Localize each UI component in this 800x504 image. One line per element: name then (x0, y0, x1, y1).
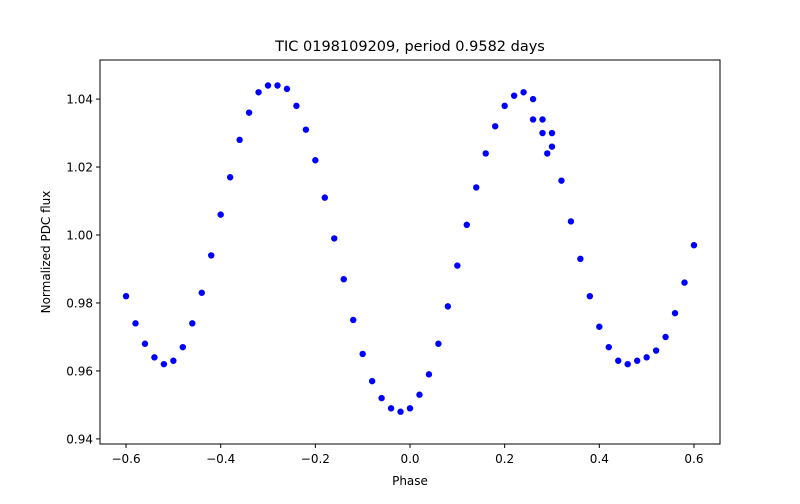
y-axis-label: Normalized PDC flux (39, 191, 53, 314)
data-point (416, 391, 423, 398)
data-point (151, 354, 158, 361)
data-point (283, 85, 291, 93)
x-tick-label: 0.2 (495, 452, 514, 466)
data-point (312, 157, 319, 164)
data-point (586, 292, 594, 300)
data-point (160, 360, 168, 368)
data-point (170, 357, 177, 364)
data-point (350, 316, 357, 324)
data-point (652, 347, 660, 354)
data-point (520, 89, 527, 96)
data-point (539, 116, 546, 123)
data-point (681, 279, 688, 286)
y-axis-ticks: 0.94 0.96 0.98 1.00 1.02 1.04 (66, 93, 100, 446)
data-point (596, 323, 603, 330)
data-point (226, 174, 234, 181)
x-tick-label: 0.4 (590, 452, 609, 466)
data-point (662, 333, 669, 341)
data-point (274, 82, 281, 89)
data-point (208, 252, 215, 259)
data-point (501, 102, 508, 110)
data-point (544, 150, 551, 157)
chart-title: TIC 0198109209, period 0.9582 days (274, 39, 545, 55)
data-point (217, 211, 224, 218)
data-point (331, 235, 338, 242)
y-tick-label: 0.98 (66, 296, 93, 310)
data-point (605, 343, 612, 351)
data-point (378, 394, 385, 402)
data-point (245, 109, 253, 116)
data-point (340, 275, 347, 283)
data-point (643, 354, 650, 361)
data-point (615, 357, 622, 364)
data-point (387, 405, 395, 412)
data-point (529, 95, 537, 103)
data-point (132, 320, 139, 327)
data-point (435, 340, 442, 347)
data-point (141, 340, 149, 347)
data-point (406, 405, 414, 412)
data-point (463, 221, 470, 229)
data-point (491, 123, 499, 130)
data-point (425, 371, 433, 378)
plot-frame (99, 59, 721, 445)
data-point (179, 343, 187, 351)
data-point (236, 136, 243, 144)
x-tick-label: −0.2 (301, 452, 330, 466)
y-tick-label: 1.04 (66, 93, 93, 107)
data-point (529, 116, 537, 123)
data-point (359, 350, 366, 358)
data-point (293, 102, 300, 110)
data-point (189, 320, 196, 327)
x-tick-label: 0.0 (400, 452, 419, 466)
data-point (321, 194, 329, 201)
data-point (624, 360, 631, 368)
data-point (454, 262, 461, 269)
data-point (633, 357, 641, 364)
y-tick-label: 1.02 (66, 161, 93, 175)
data-point (690, 242, 698, 249)
data-point (122, 292, 130, 300)
y-tick-label: 0.96 (66, 364, 93, 378)
data-point (567, 218, 575, 225)
data-point (302, 126, 310, 133)
data-point (444, 303, 452, 310)
data-point (577, 255, 584, 262)
data-point (397, 408, 404, 415)
data-point (264, 82, 272, 89)
data-point (671, 309, 679, 317)
data-point (548, 129, 556, 137)
x-tick-label: −0.4 (206, 452, 235, 466)
data-point (255, 89, 262, 96)
x-axis-ticks: −0.6 −0.4 −0.2 0.0 0.2 0.4 0.6 (111, 444, 704, 466)
data-point (510, 92, 518, 99)
data-point (198, 289, 205, 296)
x-tick-label: −0.6 (111, 452, 140, 466)
data-point (548, 143, 556, 150)
data-points (122, 82, 698, 415)
x-tick-label: 0.6 (684, 452, 703, 466)
data-point (368, 377, 376, 385)
y-tick-label: 1.00 (66, 229, 93, 243)
data-point (473, 184, 480, 191)
x-axis-label: Phase (392, 474, 428, 488)
y-tick-label: 0.94 (66, 432, 93, 446)
data-point (558, 177, 565, 184)
data-point (482, 150, 489, 157)
data-point (539, 129, 546, 137)
